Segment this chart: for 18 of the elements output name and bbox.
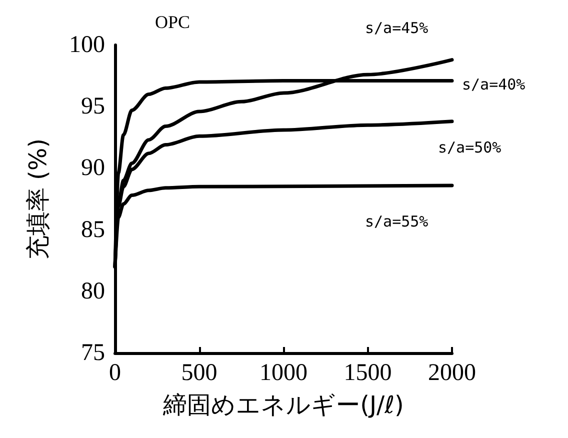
y-axis-title: 充填率 (%): [24, 138, 52, 260]
x-tick-label: 500: [181, 360, 218, 386]
y-tick-label: 100: [69, 32, 105, 58]
series-label: s/a=45%: [365, 18, 428, 37]
x-tick-label: 1500: [344, 360, 392, 386]
x-tick-label: 1000: [260, 360, 308, 386]
x-axis-title: 締固めエネルギー(J/ℓ): [162, 391, 404, 419]
x-tick-label: 0: [109, 360, 121, 386]
series-label: s/a=50%: [438, 138, 502, 156]
y-tick-label: 95: [81, 94, 105, 120]
y-tick-label: 85: [81, 216, 105, 243]
series-label: s/a=40%: [462, 76, 526, 94]
y-tick-label: 90: [81, 155, 105, 182]
chart-title: OPC: [155, 12, 190, 32]
x-tick-label: 2000: [428, 360, 476, 386]
series-label: s/a=55%: [365, 212, 428, 230]
y-tick-label: 75: [81, 340, 105, 366]
y-tick-label: 80: [81, 278, 105, 304]
